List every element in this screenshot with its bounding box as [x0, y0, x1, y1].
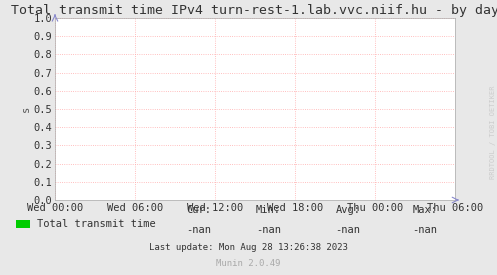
Text: -nan: -nan: [413, 225, 437, 235]
Text: Max:: Max:: [413, 205, 437, 215]
Y-axis label: s: s: [21, 106, 31, 112]
Text: Min:: Min:: [256, 205, 281, 215]
Text: -nan: -nan: [186, 225, 211, 235]
Text: RRDTOOL / TOBI OETIKER: RRDTOOL / TOBI OETIKER: [490, 85, 496, 179]
Text: -nan: -nan: [256, 225, 281, 235]
Text: Last update: Mon Aug 28 13:26:38 2023: Last update: Mon Aug 28 13:26:38 2023: [149, 243, 348, 252]
Title: Total transmit time IPv4 turn-rest-1.lab.vvc.niif.hu - by day: Total transmit time IPv4 turn-rest-1.lab…: [11, 4, 497, 17]
Text: Avg:: Avg:: [335, 205, 360, 215]
Text: Cur:: Cur:: [186, 205, 211, 215]
Text: Total transmit time: Total transmit time: [37, 219, 156, 229]
Text: Munin 2.0.49: Munin 2.0.49: [216, 259, 281, 268]
Text: -nan: -nan: [335, 225, 360, 235]
